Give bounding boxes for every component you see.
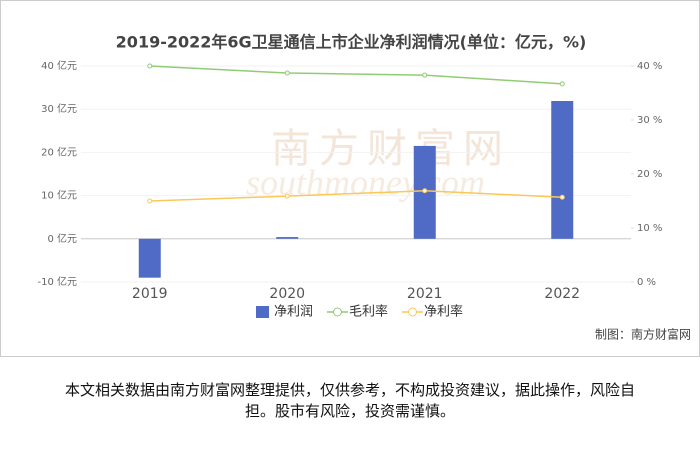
y-tick-label: 30 亿元 xyxy=(41,102,77,115)
y2-tick-label: 10 % xyxy=(637,223,662,234)
x-tick-label: 2020 xyxy=(269,286,305,302)
y-tick-label: 40 亿元 xyxy=(41,59,77,72)
y-tick-label: -10 亿元 xyxy=(37,275,77,288)
chart-title: 2019-2022年6G卫星通信上市企业净利润情况(单位：亿元，%) xyxy=(116,33,587,52)
point xyxy=(147,198,153,204)
x-tick-label: 2019 xyxy=(132,286,168,302)
point xyxy=(559,194,565,200)
bar xyxy=(551,100,574,239)
point xyxy=(284,193,290,199)
point xyxy=(422,188,428,194)
bar xyxy=(138,238,161,278)
credit: 制图：南方财富网 xyxy=(595,327,691,342)
legend-label: 毛利率 xyxy=(349,304,388,320)
watermark: 南方财富网 xyxy=(271,126,511,172)
chart-card: 南方财富网 southmoney.com 2019-2022年6G卫星通信上市企… xyxy=(0,0,700,357)
y2-tick-label: 40 % xyxy=(637,61,662,72)
point xyxy=(284,70,290,76)
x-tick-label: 2022 xyxy=(544,286,580,302)
y2-tick-label: 30 % xyxy=(637,115,662,126)
y-tick-label: 20 亿元 xyxy=(41,145,77,158)
y-tick-label: 0 亿元 xyxy=(47,232,77,245)
y2-tick-label: 0 % xyxy=(637,277,656,288)
legend-label: 净利率 xyxy=(424,304,463,320)
chart: 南方财富网 southmoney.com 2019-2022年6G卫星通信上市企… xyxy=(37,33,691,342)
y2-tick-label: 20 % xyxy=(637,169,662,180)
line xyxy=(149,189,563,202)
y-tick-label: 10 亿元 xyxy=(41,189,77,202)
legend-swatch xyxy=(333,307,342,317)
bar xyxy=(276,237,299,239)
point xyxy=(147,63,153,69)
legend-swatch xyxy=(408,307,417,317)
point xyxy=(422,72,428,78)
disclaimer: 本文相关数据由南方财富网整理提供，仅供参考，不构成投资建议，据此操作，风险自担。… xyxy=(64,381,635,420)
point xyxy=(559,81,565,87)
legend-label: 净利润 xyxy=(274,305,313,320)
x-tick-label: 2021 xyxy=(407,286,443,302)
legend-swatch xyxy=(256,306,269,318)
line xyxy=(149,65,563,85)
